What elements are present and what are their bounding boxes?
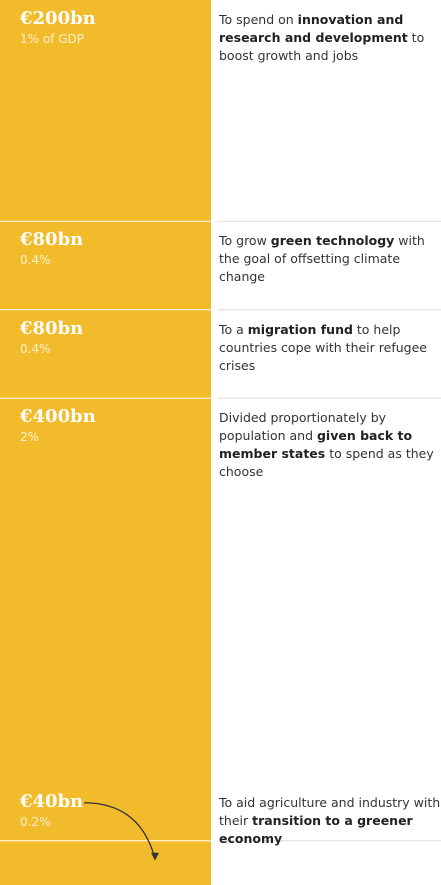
segment bbox=[0, 0, 211, 222]
description-part: to spend as they choose bbox=[219, 446, 434, 480]
arrow-head bbox=[151, 852, 159, 861]
segment bbox=[0, 398, 211, 841]
description-part: To aid agriculture and industry with the… bbox=[219, 794, 441, 828]
segment-share: 2% bbox=[20, 430, 40, 445]
segment-share: 1% of GDP bbox=[20, 32, 85, 46]
segment-label: €80bn 0.4% bbox=[20, 318, 83, 358]
description-part: transition to a greener economy bbox=[219, 812, 413, 846]
description-part: migration fund bbox=[247, 321, 353, 337]
segment-value: €80bn bbox=[20, 229, 84, 251]
description-part: To a bbox=[219, 321, 248, 337]
description: Divided proportionately by population an… bbox=[219, 409, 441, 481]
segment-value: €40bn bbox=[20, 790, 84, 812]
segment-label: €80bn 0.4% bbox=[20, 229, 83, 269]
segment-share: 0.2% bbox=[20, 814, 51, 829]
description-part: to boost growth and jobs bbox=[219, 30, 425, 63]
segment-value: €200bn bbox=[20, 8, 96, 29]
segment-value: €80bn bbox=[20, 317, 84, 339]
segment-label: €40bn 0.2% bbox=[20, 791, 83, 831]
description: To grow green technology with the goal o… bbox=[219, 232, 441, 286]
arrow bbox=[83, 802, 156, 859]
segment-label: €400bn 2% bbox=[20, 406, 96, 446]
segment-label: €200bn 1% of GDP bbox=[20, 8, 96, 48]
segment-share: 0.4% bbox=[20, 341, 51, 356]
description-part: given back to member states bbox=[219, 428, 413, 462]
segment bbox=[0, 221, 211, 310]
description-part: innovation and research and development bbox=[219, 12, 408, 45]
segment-share: 0.4% bbox=[20, 253, 51, 268]
description-part: Divided proportionately by population an… bbox=[219, 410, 387, 444]
description-part: To spend on bbox=[219, 12, 298, 27]
description: To spend on innovation and research and … bbox=[219, 11, 441, 65]
description-part: to help countries cope with their refuge… bbox=[219, 321, 427, 373]
description: To aid agriculture and industry with the… bbox=[219, 794, 441, 848]
description-part: with the goal of offsetting climate chan… bbox=[219, 233, 425, 285]
segment-value: €400bn bbox=[20, 406, 96, 428]
segment bbox=[0, 309, 211, 399]
description-part: To grow bbox=[219, 233, 271, 249]
segment bbox=[0, 840, 211, 885]
description-part: green technology bbox=[270, 233, 395, 249]
description: To a migration fund to help countries co… bbox=[219, 321, 441, 375]
